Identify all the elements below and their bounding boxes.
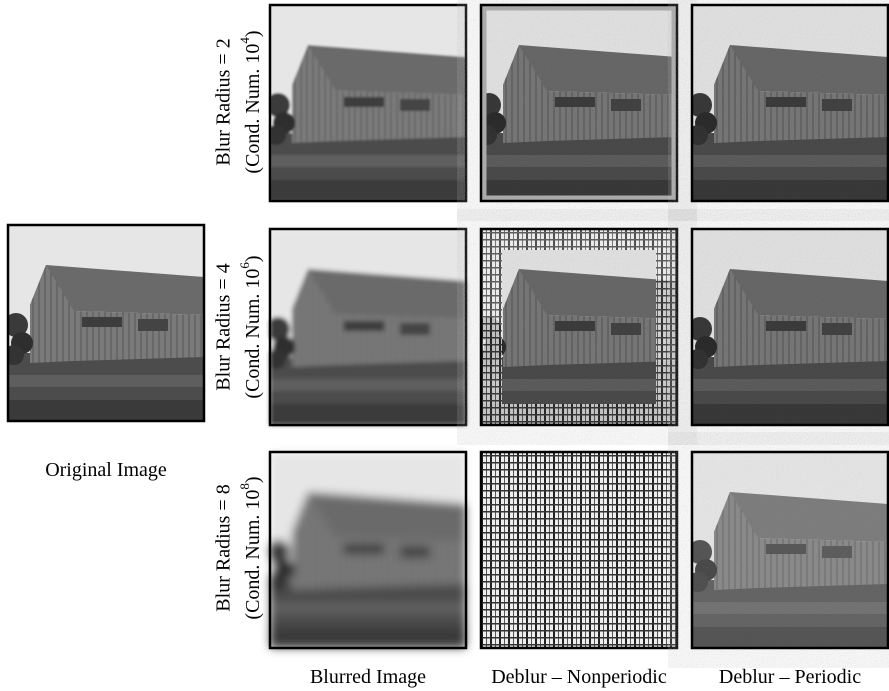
row-cond: (Cond. Num. 104) xyxy=(237,30,263,173)
row-label: Blur Radius = 2 xyxy=(213,38,235,165)
column-label: Deblur – Nonperiodic xyxy=(491,666,667,688)
cond-suffix: ) xyxy=(242,255,264,262)
row-cond: (Cond. Num. 106) xyxy=(237,255,263,398)
cond-suffix: ) xyxy=(242,30,264,37)
deblur-periodic xyxy=(688,229,888,425)
deblur-periodic xyxy=(688,452,888,648)
cond-prefix: (Cond. Num. 10 xyxy=(242,269,264,399)
figure: Original Image Blur Radius = 2 (Cond. Nu… xyxy=(0,0,889,691)
blurred-image xyxy=(266,5,466,201)
deblur-nonperiodic xyxy=(477,229,677,425)
column-label: Deblur – Periodic xyxy=(719,666,861,688)
blurred-image xyxy=(266,229,466,425)
deblur-periodic xyxy=(688,5,888,201)
cond-suffix: ) xyxy=(242,476,264,483)
cond-prefix: (Cond. Num. 10 xyxy=(242,490,264,620)
blurred-image xyxy=(266,452,466,648)
original-image xyxy=(4,225,204,421)
cond-prefix: (Cond. Num. 10 xyxy=(242,44,264,174)
deblur-nonperiodic xyxy=(477,5,677,201)
original-label: Original Image xyxy=(45,459,167,481)
row-label: Blur Radius = 4 xyxy=(213,263,235,390)
row-label: Blur Radius = 8 xyxy=(213,484,235,611)
column-label: Blurred Image xyxy=(310,666,426,688)
row-cond: (Cond. Num. 108) xyxy=(237,476,263,619)
deblur-nonperiodic xyxy=(481,452,677,648)
